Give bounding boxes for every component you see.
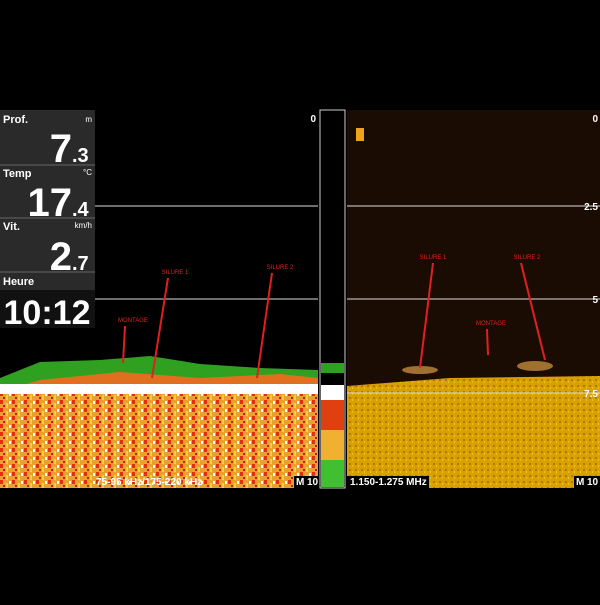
clock-time: 10:12: [4, 294, 91, 332]
clock-bg: [0, 290, 95, 328]
readout: Prof. m 7 .3: [0, 114, 95, 171]
fish-echo: [402, 366, 438, 374]
depth-scale: 2.5: [584, 202, 598, 213]
readout-value: 7: [50, 127, 72, 171]
depth-scale: 0: [592, 114, 598, 125]
bottom-line: [0, 384, 318, 394]
mode: M: [576, 477, 584, 488]
bottom-noise: [347, 376, 600, 488]
annotation: MONTAGE: [118, 318, 148, 324]
readout-fraction: .4: [72, 199, 90, 221]
annotation-line: [520, 262, 546, 361]
readout-unit: km/h: [75, 221, 92, 230]
readout-value: 2: [50, 235, 72, 279]
readout-label: Vit.: [3, 221, 20, 233]
annotation-line: [122, 325, 126, 364]
annotation: SILURE 2: [267, 265, 294, 271]
frequency: 1.150-1.275 MHz: [350, 477, 427, 488]
fish-echo: [517, 361, 553, 371]
annotation-line: [486, 328, 489, 356]
readout-fraction: .3: [72, 145, 89, 167]
footer-bg: [574, 476, 600, 488]
frequency: 75-95 kHz/175-220 kHz: [96, 477, 202, 488]
annotation: SILURE 1: [420, 255, 447, 261]
readout-unit: °C: [83, 168, 92, 177]
bottom-noise: [0, 394, 318, 488]
annotation-line: [151, 277, 169, 379]
annotation-line: [419, 262, 434, 369]
readout-fraction: .7: [72, 253, 89, 275]
readout: Temp °C 17 .4: [0, 168, 95, 225]
strip-color: [321, 430, 344, 460]
readout-label: Temp: [3, 168, 32, 180]
footer-bg: [294, 476, 318, 488]
depth-scale: 7.5: [584, 389, 598, 400]
readout-value: 17: [28, 181, 73, 225]
strip-color: [321, 400, 344, 430]
strip-color: [321, 385, 344, 400]
depth-scale: 0: [310, 114, 316, 125]
footer-bg: [347, 476, 429, 488]
readout: Vit. km/h 2 .7: [0, 221, 95, 279]
annotation: SILURE 1: [162, 270, 189, 276]
range: 10: [587, 477, 599, 488]
strip-color: [321, 363, 344, 373]
annotation-line: [256, 272, 273, 379]
clock-label: Heure: [3, 276, 34, 288]
annotation: MONTAGE: [476, 321, 506, 327]
mode: M: [296, 477, 304, 488]
readout-label: Prof.: [3, 114, 28, 126]
battery-icon: [356, 128, 364, 141]
annotation: SILURE 2: [514, 255, 541, 261]
range: 10: [307, 477, 319, 488]
strip-color: [321, 460, 344, 487]
readout-unit: m: [85, 115, 92, 124]
depth-scale: 5: [592, 295, 598, 306]
